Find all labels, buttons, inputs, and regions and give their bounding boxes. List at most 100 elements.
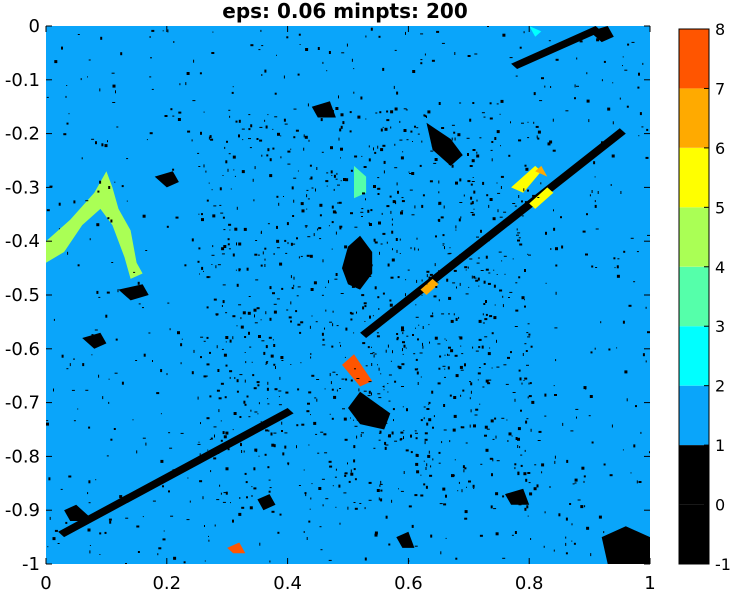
noise-speck bbox=[272, 292, 275, 294]
noise-speck bbox=[194, 350, 195, 353]
noise-speck bbox=[390, 211, 391, 214]
noise-speck bbox=[602, 79, 603, 81]
noise-speck bbox=[336, 179, 338, 180]
noise-speck bbox=[269, 337, 272, 339]
noise-speck bbox=[228, 238, 230, 240]
noise-speck bbox=[354, 468, 356, 470]
noise-speck bbox=[356, 378, 359, 379]
noise-speck bbox=[216, 499, 219, 500]
noise-speck bbox=[165, 115, 168, 117]
noise-speck bbox=[469, 259, 472, 260]
noise-speck bbox=[271, 444, 274, 447]
colorbar-block bbox=[679, 88, 709, 147]
noise-speck bbox=[501, 176, 504, 178]
noise-speck bbox=[482, 387, 484, 388]
noise-speck bbox=[555, 247, 558, 250]
noise-speck bbox=[374, 355, 375, 358]
noise-speck bbox=[338, 485, 340, 488]
noise-speck bbox=[448, 253, 451, 254]
noise-speck bbox=[163, 538, 166, 540]
noise-speck bbox=[394, 167, 397, 168]
noise-speck bbox=[388, 544, 390, 546]
noise-speck bbox=[488, 273, 490, 274]
noise-speck bbox=[247, 268, 249, 271]
noise-speck bbox=[323, 433, 326, 435]
noise-speck bbox=[496, 367, 499, 368]
noise-speck bbox=[459, 337, 462, 340]
noise-speck bbox=[449, 440, 450, 442]
noise-speck bbox=[479, 339, 482, 341]
noise-speck bbox=[585, 387, 586, 390]
noise-speck bbox=[313, 422, 316, 425]
noise-speck bbox=[150, 132, 153, 134]
noise-speck bbox=[467, 180, 470, 182]
noise-speck bbox=[158, 547, 161, 549]
noise-speck bbox=[554, 327, 557, 328]
noise-speck bbox=[47, 97, 49, 98]
noise-speck bbox=[319, 204, 322, 207]
noise-speck bbox=[459, 178, 461, 181]
noise-speck bbox=[297, 388, 299, 390]
noise-speck bbox=[538, 440, 541, 441]
noise-speck bbox=[273, 433, 276, 434]
noise-speck bbox=[339, 128, 341, 131]
noise-speck bbox=[388, 434, 391, 437]
noise-speck bbox=[494, 137, 496, 140]
noise-speck bbox=[118, 289, 119, 292]
noise-speck bbox=[209, 395, 211, 397]
noise-speck bbox=[101, 143, 103, 146]
noise-speck bbox=[416, 437, 418, 439]
noise-speck bbox=[109, 521, 111, 524]
noise-speck bbox=[427, 274, 428, 277]
noise-speck bbox=[429, 402, 431, 404]
noise-speck bbox=[371, 363, 372, 366]
noise-speck bbox=[576, 86, 579, 87]
noise-speck bbox=[392, 224, 393, 226]
x-tick-label: 0.4 bbox=[273, 573, 302, 594]
noise-speck bbox=[380, 373, 381, 374]
noise-speck bbox=[245, 473, 247, 475]
noise-speck bbox=[433, 148, 436, 149]
noise-speck bbox=[284, 432, 287, 433]
noise-speck bbox=[208, 540, 209, 542]
noise-speck bbox=[484, 363, 486, 365]
noise-speck bbox=[469, 119, 471, 122]
noise-speck bbox=[463, 469, 464, 472]
noise-speck bbox=[402, 341, 405, 343]
noise-speck bbox=[250, 410, 251, 412]
noise-speck bbox=[514, 211, 517, 214]
noise-speck bbox=[466, 270, 467, 271]
noise-speck bbox=[386, 119, 389, 121]
noise-speck bbox=[127, 201, 128, 202]
noise-speck bbox=[462, 489, 463, 492]
noise-speck bbox=[382, 145, 385, 147]
noise-speck bbox=[627, 106, 629, 108]
noise-speck bbox=[223, 431, 225, 434]
noise-speck bbox=[345, 472, 348, 474]
noise-speck bbox=[336, 374, 338, 375]
y-tick-label: -0.7 bbox=[5, 393, 40, 414]
noise-speck bbox=[560, 216, 562, 218]
noise-speck bbox=[254, 254, 257, 256]
noise-speck bbox=[72, 390, 75, 391]
noise-speck bbox=[415, 546, 418, 547]
noise-speck bbox=[369, 276, 371, 277]
noise-speck bbox=[428, 324, 429, 325]
noise-speck bbox=[573, 483, 575, 484]
noise-speck bbox=[536, 126, 539, 128]
noise-speck bbox=[207, 450, 208, 451]
noise-speck bbox=[299, 256, 300, 258]
noise-speck bbox=[218, 409, 219, 412]
noise-speck bbox=[219, 205, 221, 206]
noise-speck bbox=[105, 532, 107, 534]
noise-speck bbox=[358, 388, 359, 391]
noise-speck bbox=[524, 380, 525, 381]
noise-speck bbox=[239, 416, 241, 418]
noise-speck bbox=[285, 124, 288, 125]
noise-speck bbox=[326, 70, 327, 71]
noise-speck bbox=[479, 404, 480, 405]
noise-speck bbox=[456, 374, 459, 377]
noise-speck bbox=[332, 372, 335, 373]
noise-speck bbox=[323, 259, 324, 262]
noise-speck bbox=[331, 175, 332, 176]
